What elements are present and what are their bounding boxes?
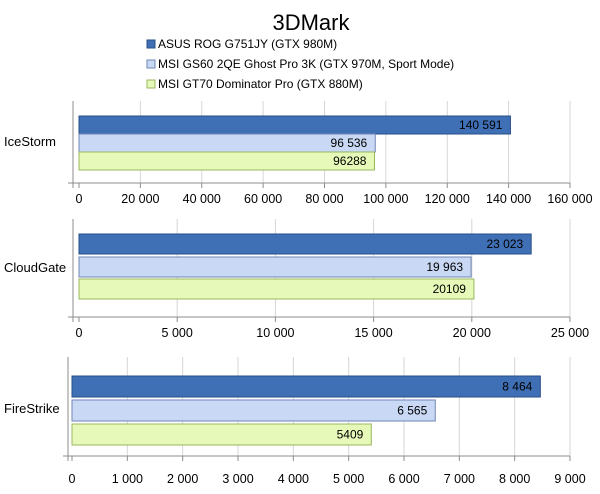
x-tick-label: 7 000 [444, 472, 475, 486]
legend-label-2: MSI GS60 2QE Ghost Pro 3K (GTX 970M, Spo… [158, 57, 454, 71]
category-label: IceStorm [4, 134, 56, 149]
x-tick-label: 15 000 [354, 326, 392, 340]
data-label: 19 963 [426, 260, 463, 274]
x-tick-label: 5 000 [162, 326, 193, 340]
x-tick-label: 80 000 [305, 192, 343, 206]
x-tick-label: 0 [76, 326, 83, 340]
legend-label-3: MSI GT70 Dominator Pro (GTX 880M) [158, 77, 363, 91]
x-tick-label: 6 000 [388, 472, 419, 486]
x-tick-label: 120 000 [425, 192, 470, 206]
data-label: 140 591 [459, 118, 503, 132]
x-tick-label: 10 000 [256, 326, 294, 340]
data-label: 6 565 [397, 404, 427, 418]
x-tick-label: 0 [69, 472, 76, 486]
panel-icestorm: 0 20 000 40 000 60 000 80 000 100 000 120 000 1… [4, 101, 593, 206]
category-label: CloudGate [4, 260, 66, 275]
x-tick-label: 25 000 [551, 326, 589, 340]
x-tick-label: 140 000 [486, 192, 531, 206]
x-tick-label: 1 000 [112, 472, 143, 486]
legend-swatch-2 [146, 59, 156, 69]
bar-firestrike-series-2 [71, 399, 436, 422]
bar-cloudgate-series-2 [78, 256, 472, 278]
x-tick-label: 2 000 [167, 472, 198, 486]
x-tick-label: 9 000 [554, 472, 585, 486]
x-tick-label: 4 000 [278, 472, 309, 486]
x-tick-label: 160 000 [547, 192, 592, 206]
panel-cloudgate: 0 5 000 10 000 15 000 20 000 25 000 CloudGate 2… [4, 219, 589, 340]
x-tick-label: 20 000 [453, 326, 491, 340]
bar-icestorm-series-1 [78, 115, 511, 135]
data-label: 8 464 [502, 380, 532, 394]
x-tick-label: 0 [76, 192, 83, 206]
data-label: 20109 [433, 282, 467, 296]
data-label: 23 023 [486, 237, 523, 251]
x-tick-label: 60 000 [244, 192, 282, 206]
x-tick-label: 5 000 [333, 472, 364, 486]
x-tick-label: 8 000 [499, 472, 530, 486]
data-label: 96288 [333, 154, 367, 168]
x-tick-label: 20 000 [121, 192, 159, 206]
bar-cloudgate-series-3 [78, 278, 475, 300]
panel-firestrike: 0 1 000 2 000 3 000 4 000 5 000 6 000 7 000 8 00… [4, 357, 586, 486]
x-tick-label: 40 000 [183, 192, 221, 206]
x-tick-label: 3 000 [222, 472, 253, 486]
panels: 0 20 000 40 000 60 000 80 000 100 000 120 000 1… [4, 101, 593, 486]
bar-icestorm-series-3 [78, 151, 375, 171]
legend-swatch-3 [146, 79, 156, 89]
bar-cloudgate-series-1 [78, 233, 532, 255]
chart-title: 3DMark [272, 10, 350, 35]
legend-swatch-1 [146, 39, 156, 49]
category-label: FireStrike [4, 401, 60, 416]
data-label: 96 536 [331, 136, 368, 150]
legend: ASUS ROG G751JY (GTX 980M) MSI GS60 2QE G… [146, 37, 454, 91]
legend-label-1: ASUS ROG G751JY (GTX 980M) [158, 37, 337, 51]
bar-firestrike-series-3 [71, 423, 372, 446]
bar-firestrike-series-1 [71, 375, 541, 398]
data-label: 5409 [337, 428, 364, 442]
x-tick-label: 100 000 [363, 192, 408, 206]
